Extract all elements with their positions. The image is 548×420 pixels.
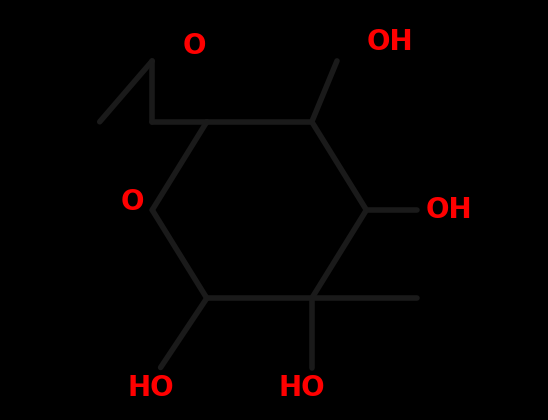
Text: O: O: [182, 32, 206, 60]
Text: O: O: [121, 188, 144, 215]
Text: HO: HO: [127, 375, 174, 402]
Text: HO: HO: [278, 375, 325, 402]
Text: OH: OH: [425, 196, 472, 224]
Text: OH: OH: [367, 28, 413, 56]
